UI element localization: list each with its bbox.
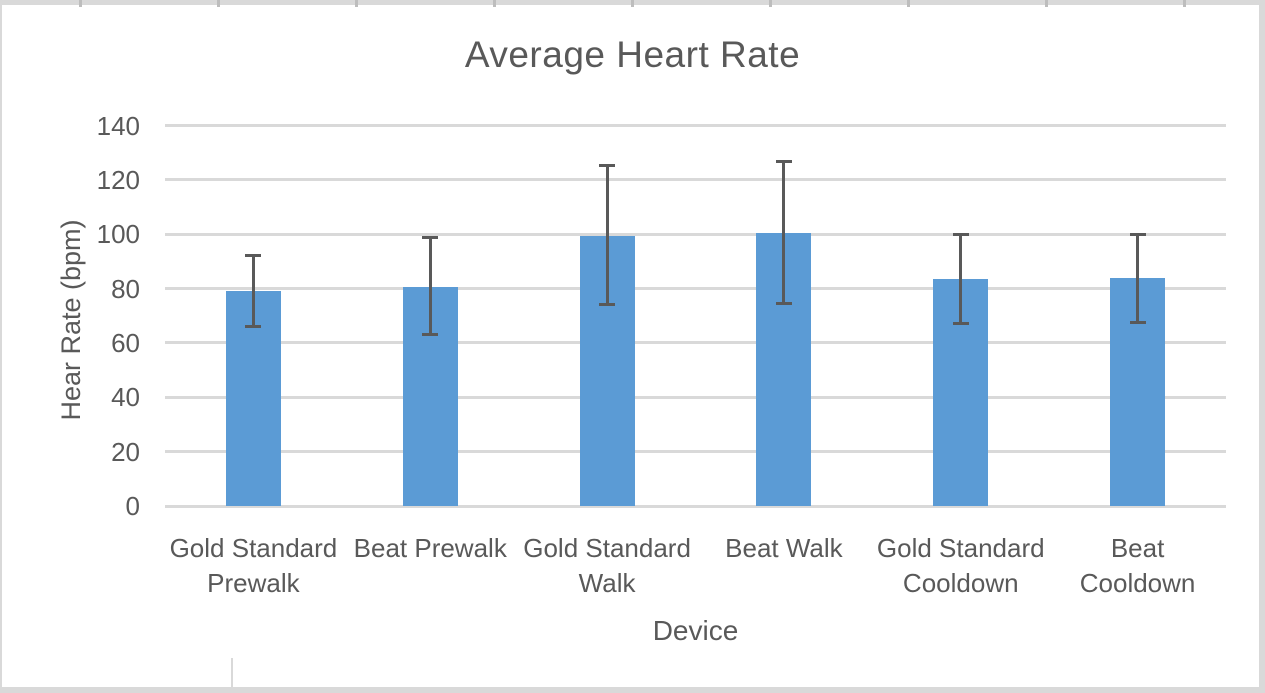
error-bar xyxy=(428,237,432,335)
x-category-label-line: Beat Prewalk xyxy=(353,533,507,563)
error-bar-cap-top xyxy=(952,233,969,237)
x-category-label-line: Walk xyxy=(578,568,636,598)
error-bar-cap-bottom xyxy=(1129,320,1146,324)
error-bar-cap-top xyxy=(775,159,792,163)
error-bar-cap-bottom xyxy=(599,302,616,306)
y-tick-label: 120 xyxy=(96,164,140,195)
error-bar xyxy=(251,254,255,327)
error-bar xyxy=(605,165,609,305)
x-axis-title: Device xyxy=(652,615,739,646)
gridline xyxy=(165,232,1226,236)
error-bar-cap-top xyxy=(422,236,439,240)
chart-title: Average Heart Rate xyxy=(464,34,801,75)
error-bar-cap-top xyxy=(1129,233,1146,237)
y-tick-label: 140 xyxy=(96,110,140,141)
gridline xyxy=(165,395,1226,399)
gridline xyxy=(165,178,1226,182)
x-category-label: Beat Walk xyxy=(696,531,873,566)
error-bar xyxy=(959,234,963,324)
y-tick-label: 40 xyxy=(111,382,140,413)
gridline xyxy=(165,450,1226,454)
error-bar-cap-top xyxy=(245,253,262,257)
x-category-label: Beat Prewalk xyxy=(342,531,519,566)
gridline xyxy=(165,124,1226,128)
x-category-label-line: Cooldown xyxy=(902,568,1019,598)
x-category-label-line: Prewalk xyxy=(207,568,300,598)
error-bar-cap-bottom xyxy=(952,321,969,325)
gridline xyxy=(165,341,1226,345)
error-bar-cap-bottom xyxy=(775,301,792,305)
error-bar-cap-bottom xyxy=(422,332,439,336)
y-tick-label: 60 xyxy=(111,327,140,358)
y-tick-label: 80 xyxy=(111,273,140,304)
x-category-label-line: Gold Standard xyxy=(523,533,691,563)
x-category-label-line: Gold Standard xyxy=(876,533,1045,563)
x-category-label: Gold Standard Cooldown xyxy=(872,531,1049,601)
x-category-label: Gold Standard Walk xyxy=(519,531,696,601)
x-category-label: Gold Standard Prewalk xyxy=(165,531,342,601)
gridline xyxy=(165,287,1226,291)
y-tick-label: 0 xyxy=(125,491,140,521)
x-category-label-line: Beat Walk xyxy=(725,533,843,563)
x-category-label-line: Gold Standard xyxy=(169,533,338,563)
error-bar xyxy=(782,160,786,304)
error-bar xyxy=(1136,234,1140,323)
error-bar-cap-bottom xyxy=(245,324,262,328)
y-tick-label: 20 xyxy=(111,436,140,467)
x-category-label: Beat Cooldown xyxy=(1049,531,1226,601)
x-category-label-line: Cooldown xyxy=(1079,568,1196,598)
error-bar-cap-top xyxy=(599,164,616,168)
y-tick-label: 100 xyxy=(96,219,140,250)
x-category-label-line: Beat xyxy=(1110,533,1165,563)
gridline xyxy=(165,504,1226,508)
